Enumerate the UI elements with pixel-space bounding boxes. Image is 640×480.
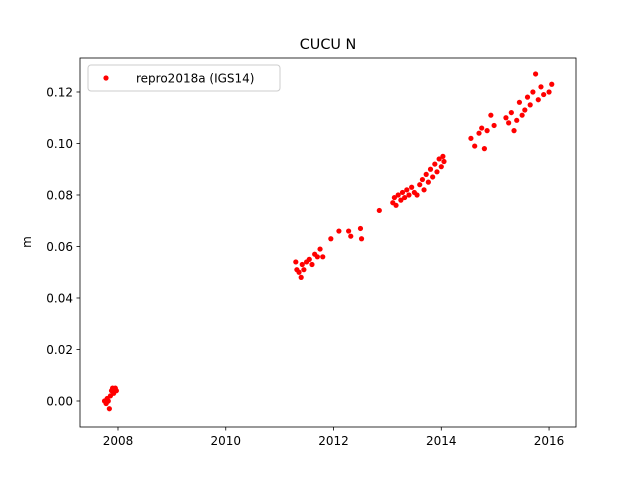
data-point xyxy=(105,398,111,404)
data-point xyxy=(398,197,404,203)
x-tick-label: 2012 xyxy=(318,434,349,448)
data-point xyxy=(522,107,528,113)
data-point xyxy=(425,179,431,185)
y-axis-label: m xyxy=(20,236,34,248)
data-point xyxy=(430,174,436,180)
data-point xyxy=(421,187,427,193)
data-point xyxy=(541,91,547,98)
data-point xyxy=(299,261,305,268)
data-point xyxy=(391,194,398,201)
x-tick-label: 2016 xyxy=(534,434,565,448)
data-point xyxy=(320,254,326,260)
data-point xyxy=(441,158,447,165)
data-point xyxy=(419,176,426,183)
y-tick-label: 0.08 xyxy=(46,188,73,202)
chart-title: CUCU N xyxy=(300,37,357,53)
data-point xyxy=(393,202,399,208)
data-point xyxy=(402,194,408,201)
data-point xyxy=(113,388,119,394)
data-point xyxy=(348,233,354,239)
y-tick-label: 0.06 xyxy=(46,240,73,254)
x-tick-label: 2014 xyxy=(426,434,457,448)
data-point xyxy=(417,182,423,188)
data-point xyxy=(395,192,401,198)
data-point xyxy=(519,112,525,118)
data-point xyxy=(434,169,440,175)
data-point xyxy=(532,71,539,77)
legend-label: repro2018a (IGS14) xyxy=(136,72,254,86)
data-point xyxy=(317,246,323,252)
data-point xyxy=(546,89,552,95)
data-point xyxy=(508,109,514,116)
data-point xyxy=(346,228,352,234)
data-point xyxy=(106,406,112,412)
y-tick-label: 0.04 xyxy=(46,291,73,305)
plot-frame xyxy=(79,57,577,428)
data-point xyxy=(491,122,497,129)
data-point xyxy=(438,164,444,170)
data-point xyxy=(516,99,523,105)
data-point xyxy=(472,143,478,149)
data-point xyxy=(328,236,334,242)
data-point xyxy=(301,267,307,273)
data-point xyxy=(399,189,406,196)
data-point xyxy=(484,128,490,134)
data-point xyxy=(314,254,320,260)
data-point xyxy=(535,97,541,103)
data-point xyxy=(298,274,304,280)
data-point xyxy=(336,228,342,234)
data-point xyxy=(432,161,438,167)
data-point xyxy=(406,192,412,198)
legend-marker xyxy=(103,75,109,81)
data-point xyxy=(514,117,520,123)
data-point xyxy=(409,184,415,190)
data-point xyxy=(476,130,482,136)
data-point xyxy=(488,112,494,118)
data-point xyxy=(524,94,531,100)
data-point xyxy=(506,120,512,126)
y-tick-label: 0.12 xyxy=(46,85,73,99)
data-point xyxy=(404,187,410,193)
x-tick-label: 2010 xyxy=(210,434,241,448)
data-point xyxy=(479,125,485,131)
data-point xyxy=(376,207,382,214)
data-point xyxy=(440,153,446,159)
data-point xyxy=(468,135,474,141)
data-point xyxy=(436,156,442,162)
data-point xyxy=(538,84,544,90)
data-point xyxy=(296,269,302,275)
legend-box xyxy=(87,64,281,92)
data-point xyxy=(423,171,429,177)
data-point xyxy=(530,89,536,95)
data-point xyxy=(309,261,315,268)
data-point xyxy=(481,146,487,152)
data-point xyxy=(427,166,434,172)
data-point xyxy=(306,256,312,262)
x-tick-label: 2008 xyxy=(103,434,134,448)
data-point xyxy=(511,128,517,134)
data-point xyxy=(358,236,365,242)
data-point xyxy=(357,225,364,232)
y-tick-label: 0.10 xyxy=(46,137,73,151)
y-tick-label: 0.02 xyxy=(46,343,73,357)
y-tick-label: 0.00 xyxy=(46,394,73,408)
data-point xyxy=(549,81,555,87)
data-point xyxy=(527,102,533,108)
data-point xyxy=(414,192,420,198)
data-point xyxy=(503,115,509,121)
data-point xyxy=(293,259,299,265)
